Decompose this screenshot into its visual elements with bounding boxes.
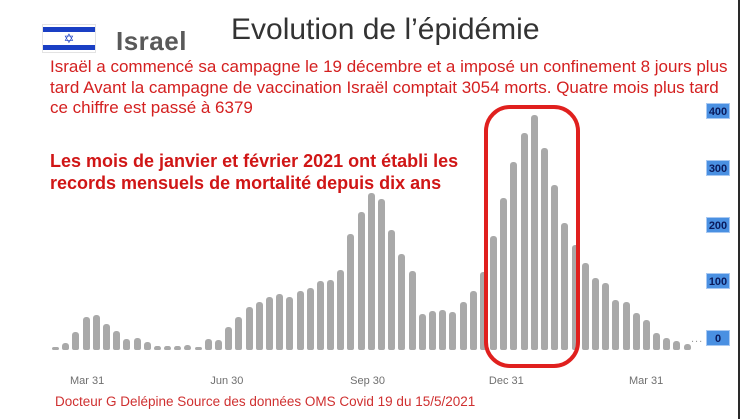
flag-stripe-bottom <box>43 45 95 50</box>
bar <box>316 281 324 350</box>
bar <box>225 327 233 350</box>
bar <box>62 343 70 350</box>
bar <box>673 340 681 350</box>
bar <box>388 229 396 350</box>
bar <box>500 197 508 350</box>
bar <box>632 312 640 350</box>
bar <box>357 211 365 350</box>
bar <box>52 347 59 350</box>
bar <box>479 272 487 350</box>
bar <box>255 302 263 350</box>
page-title: Evolution de l’épidémie <box>231 13 540 46</box>
y-tick-label: 400 <box>706 103 730 120</box>
bar <box>286 297 294 350</box>
bar <box>133 338 141 350</box>
y-tick-label: 200 <box>706 216 730 233</box>
x-tick-label: Sep 30 <box>350 375 386 387</box>
bar <box>367 193 375 350</box>
x-tick-label: Jun 30 <box>210 375 244 387</box>
bar-plot <box>52 100 700 350</box>
bar <box>174 346 182 350</box>
bar <box>622 302 630 350</box>
flag-stripe-top <box>43 27 95 32</box>
bar <box>398 254 406 350</box>
bar <box>653 332 661 350</box>
bar <box>418 314 426 350</box>
bar <box>490 236 498 350</box>
bar <box>551 185 559 350</box>
star-of-david-icon: ✡ <box>63 31 75 46</box>
y-tick-label: 300 <box>706 159 730 176</box>
bar <box>153 346 161 350</box>
bar <box>459 302 467 350</box>
bar <box>204 338 212 350</box>
bar <box>683 343 691 350</box>
bar <box>265 297 273 350</box>
bar <box>143 342 151 350</box>
bar <box>215 339 222 350</box>
y-tick-label: 100 <box>706 273 730 290</box>
highlight-statement: Les mois de janvier et février 2021 ont … <box>50 151 459 193</box>
bar <box>378 198 385 350</box>
bar <box>164 346 172 350</box>
bar <box>245 307 253 350</box>
bar <box>439 310 447 350</box>
footer-credit: Docteur G Delépine Source des données OM… <box>55 394 476 409</box>
bar <box>541 148 548 350</box>
bar <box>82 316 90 350</box>
x-tick-label: Dec 31 <box>488 375 524 387</box>
bar <box>561 222 569 350</box>
bar <box>276 294 284 350</box>
x-tick-label: Mar 31 <box>69 375 105 387</box>
bar <box>327 279 335 350</box>
bar <box>337 270 345 350</box>
bar <box>591 278 599 350</box>
bar <box>571 245 579 350</box>
bar <box>510 161 518 350</box>
bar <box>194 347 202 350</box>
bar <box>520 132 528 350</box>
bar <box>113 331 121 350</box>
bar <box>469 290 477 350</box>
bar <box>102 324 110 350</box>
bar <box>72 331 80 350</box>
bar <box>184 345 192 350</box>
bar <box>306 287 314 350</box>
bar <box>642 319 650 350</box>
highlight-rectangle <box>484 105 580 368</box>
bar <box>612 299 620 350</box>
bar <box>92 315 100 350</box>
x-tick-label: Mar 31 <box>628 375 664 387</box>
bar <box>347 234 355 350</box>
israel-flag-icon: ✡ <box>43 25 95 52</box>
bar <box>581 263 589 350</box>
bar <box>408 270 416 350</box>
country-label: Israel <box>116 26 187 56</box>
bar <box>449 311 457 350</box>
bar <box>663 338 671 350</box>
trailing-ellipsis: ... <box>691 333 704 345</box>
bar <box>602 283 610 350</box>
bar <box>123 339 131 350</box>
bar <box>296 290 304 350</box>
bar <box>530 115 538 350</box>
bar <box>428 311 436 350</box>
intro-paragraph: Israël a commencé sa campagne le 19 déce… <box>50 57 728 117</box>
y-tick-label: 0 <box>706 330 730 346</box>
bar <box>235 316 243 350</box>
